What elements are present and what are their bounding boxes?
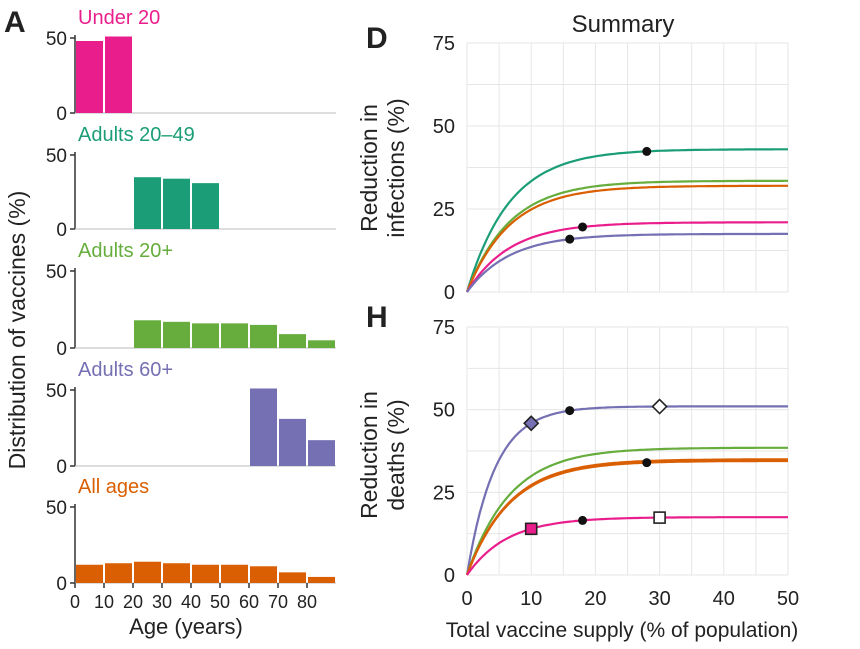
bar <box>308 577 335 583</box>
bar <box>105 563 132 583</box>
x-tick-label: 60 <box>239 592 259 612</box>
bar-chart-0: 0 50 Under 20 <box>46 7 336 125</box>
y-tick-label: 50 <box>46 381 67 402</box>
y-tick-label: 50 <box>433 400 455 422</box>
y-tick-label: 50 <box>46 262 67 283</box>
y-tick-label: 0 <box>56 574 67 595</box>
x-tick-label: 40 <box>181 592 201 612</box>
bar <box>308 340 335 348</box>
x-tick-label: 30 <box>648 588 670 610</box>
y-tick-label: 0 <box>56 339 67 360</box>
series-label: All ages <box>78 476 149 498</box>
bar-chart-1: 0 50 Adults 20–49 <box>46 124 336 241</box>
series-label: Adults 20+ <box>78 240 173 262</box>
y-tick-label: 25 <box>433 199 455 221</box>
dot-marker <box>578 516 587 525</box>
x-tick-label: 70 <box>268 592 288 612</box>
panel-letter-a: A <box>4 6 26 39</box>
bar <box>134 320 161 348</box>
left-x-axis-label: Age (years) <box>129 614 243 639</box>
y-tick-label: 75 <box>433 317 455 339</box>
right-x-axis-label: Total vaccine supply (% of population) <box>446 619 799 642</box>
x-tick-label: 30 <box>152 592 172 612</box>
bar <box>76 565 103 583</box>
bar <box>279 419 306 466</box>
d-y-axis-label-line2: infections (%) <box>383 98 409 237</box>
y-tick-label: 0 <box>56 457 67 478</box>
open-square-marker <box>654 512 665 523</box>
dot-marker <box>565 235 574 244</box>
bar <box>308 440 335 466</box>
y-tick-label: 0 <box>444 565 455 587</box>
dot-marker <box>578 222 587 231</box>
bar <box>221 565 248 583</box>
left-y-axis-label: Distribution of vaccines (%) <box>4 191 30 470</box>
x-tick-label: 50 <box>777 588 799 610</box>
filled-square-marker <box>526 523 537 534</box>
bar <box>163 179 190 229</box>
y-tick-label: 0 <box>444 282 455 304</box>
y-tick-label: 75 <box>433 33 455 55</box>
y-tick-label: 0 <box>56 220 67 241</box>
bar <box>250 388 277 466</box>
bar <box>76 41 103 113</box>
h-y-axis-label-line2: deaths (%) <box>383 399 409 510</box>
y-tick-label: 0 <box>56 104 67 125</box>
filled-diamond-marker <box>524 416 538 430</box>
bar-chart-2: 0 50 Adults 20+ <box>46 240 336 360</box>
x-tick-label: 0 <box>461 588 472 610</box>
bar <box>192 565 219 583</box>
panel-letter-d: D <box>366 22 388 55</box>
panel-d-infections: 0 25 50 75 <box>433 33 788 304</box>
x-tick-label: 80 <box>297 592 317 612</box>
bar <box>221 323 248 348</box>
bar <box>250 325 277 348</box>
bar-chart-3: 0 50 Adults 60+ <box>46 359 336 478</box>
x-tick-label: 50 <box>210 592 230 612</box>
series-label: Under 20 <box>78 7 160 29</box>
dot-marker <box>642 458 651 467</box>
y-tick-label: 50 <box>46 146 67 167</box>
bar <box>250 566 277 583</box>
bar <box>134 562 161 583</box>
h-y-axis-label-line1: Reduction in <box>356 391 382 519</box>
bar <box>279 572 306 583</box>
bar <box>279 334 306 348</box>
bar <box>192 183 219 229</box>
series-label: Adults 20–49 <box>78 124 195 146</box>
dot-marker <box>642 147 651 156</box>
y-tick-label: 50 <box>46 29 67 50</box>
x-tick-label: 10 <box>520 588 542 610</box>
y-tick-label: 50 <box>46 498 67 519</box>
bar <box>192 323 219 348</box>
x-tick-label: 10 <box>94 592 114 612</box>
d-y-axis-label-line1: Reduction in <box>356 104 382 232</box>
bar <box>163 563 190 583</box>
bar-chart-4: 0 50 All ages <box>46 476 336 595</box>
series-label: Adults 60+ <box>78 359 173 381</box>
bar <box>163 322 190 348</box>
panel-letter-h: H <box>366 301 388 334</box>
open-diamond-marker <box>653 400 667 414</box>
bar <box>134 177 161 229</box>
panel-h-deaths: 0 25 50 75 0 10 20 30 40 50 <box>433 317 799 610</box>
dot-marker <box>565 406 574 415</box>
y-tick-label: 50 <box>433 116 455 138</box>
bar <box>105 37 132 114</box>
summary-title: Summary <box>572 11 675 38</box>
y-tick-label: 25 <box>433 482 455 504</box>
x-tick-label: 40 <box>713 588 735 610</box>
x-tick-label: 20 <box>584 588 606 610</box>
x-tick-label: 20 <box>123 592 143 612</box>
x-tick-label: 0 <box>70 592 80 612</box>
